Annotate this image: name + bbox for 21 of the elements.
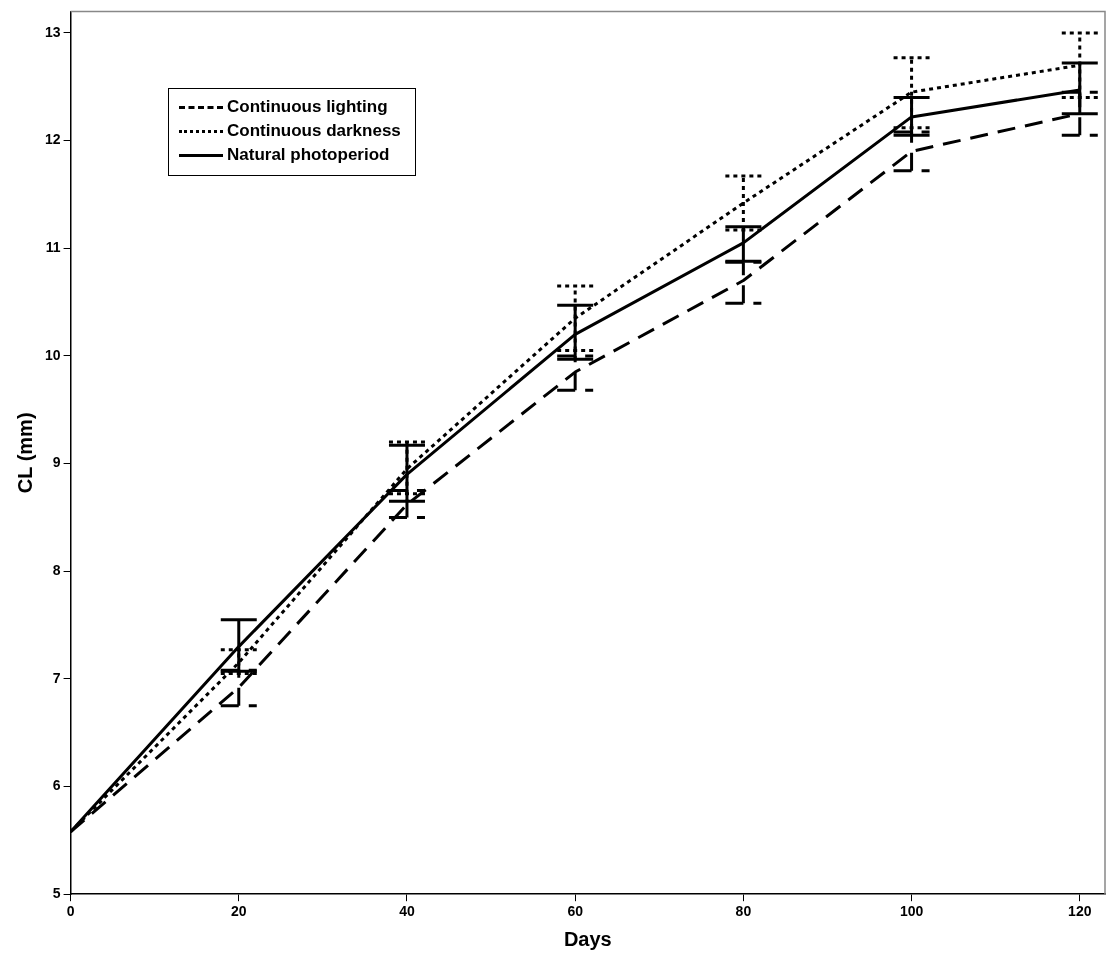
y-tick-label: 10: [44, 346, 61, 363]
y-tick-label: 9: [52, 454, 61, 471]
y-tick-label: 13: [44, 23, 61, 40]
x-axis-title: Days: [563, 927, 612, 950]
y-tick-label: 12: [44, 131, 61, 148]
y-tick-label: 5: [52, 885, 61, 902]
y-tick-label: 11: [45, 239, 61, 256]
y-axis-title: CL (mm): [13, 412, 36, 494]
legend-label: Continuous darkness: [227, 121, 401, 141]
y-tick-label: 7: [52, 669, 61, 686]
x-tick-label: 100: [899, 903, 924, 920]
y-tick-label: 8: [52, 562, 61, 579]
x-tick-label: 80: [735, 903, 752, 920]
x-tick-label: 60: [567, 903, 584, 920]
x-tick-label: 0: [66, 903, 75, 920]
x-tick-label: 20: [230, 903, 247, 920]
x-tick-label: 120: [1068, 903, 1092, 920]
legend-label: Natural photoperiod: [227, 145, 390, 165]
legend-label: Continuous lighting: [227, 97, 388, 117]
x-tick-label: 40: [399, 903, 415, 920]
y-tick-label: 6: [52, 777, 61, 794]
